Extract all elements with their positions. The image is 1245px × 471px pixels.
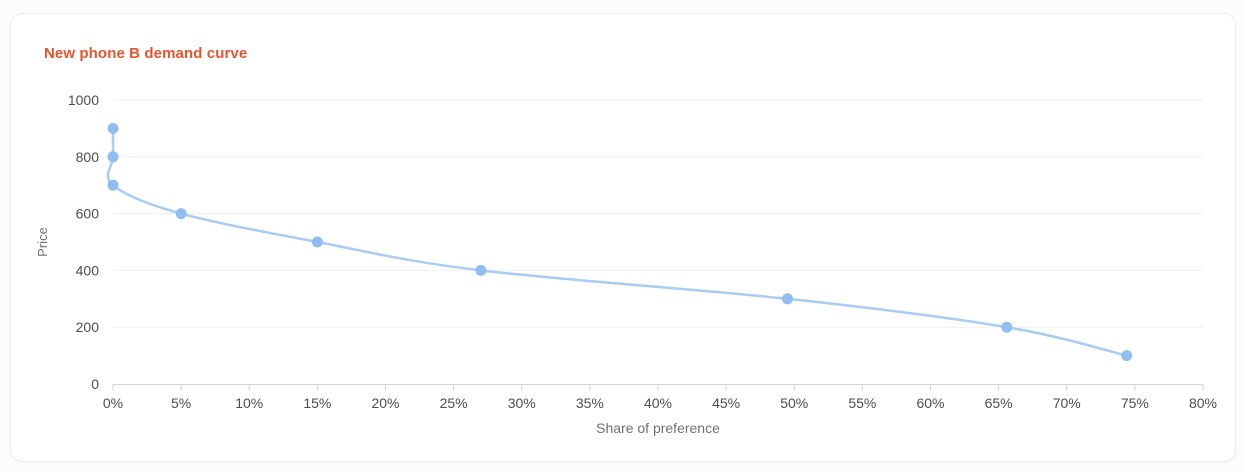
x-tick-label: 80% [1189,395,1217,411]
data-point-marker[interactable] [107,151,119,163]
data-point-marker[interactable] [475,264,487,276]
x-tick-label: 10% [235,395,263,411]
tick-labels: 0 200 400 600 800 1000 0% 5% 10% 15% 20% 25% 30% 35% 4… [68,92,1217,411]
y-axis-title: Price [35,227,50,257]
y-tick-label: 400 [76,262,100,278]
x-tick-label: 0% [103,395,123,411]
x-tick-label: 45% [712,395,740,411]
x-tick-label: 40% [644,395,672,411]
data-point-marker[interactable] [781,293,793,305]
x-tick-label: 70% [1053,395,1081,411]
x-tick-label: 35% [576,395,604,411]
y-tick-label: 0 [91,376,99,392]
chart-card: New phone B demand curve [10,13,1236,462]
data-point-marker[interactable] [311,236,323,248]
y-tick-label: 1000 [68,92,99,108]
x-axis-title: Share of preference [596,420,720,436]
x-tick-label: 55% [848,395,876,411]
x-tick-label: 30% [508,395,536,411]
x-tick-label: 60% [916,395,944,411]
x-tick-label: 50% [780,395,808,411]
chart-title: New phone B demand curve [44,45,248,62]
data-point-marker[interactable] [175,208,187,220]
y-tick-label: 600 [76,206,100,222]
x-tick-label: 65% [985,395,1013,411]
data-point-marker[interactable] [107,122,119,134]
data-point-marker[interactable] [107,179,119,191]
data-point-marker[interactable] [1001,321,1013,333]
gridlines [113,99,1203,328]
x-tick-label: 5% [171,395,191,411]
demand-curve-series [106,122,1133,362]
demand-curve-line [106,127,1128,357]
x-tick-label: 25% [440,395,468,411]
x-tick-label: 20% [371,395,399,411]
x-tick-label: 15% [303,395,331,411]
y-tick-label: 200 [76,319,100,335]
x-tick-label: 75% [1121,395,1149,411]
axes [112,384,1204,391]
data-point-marker[interactable] [1121,350,1133,362]
y-tick-label: 800 [76,149,100,165]
